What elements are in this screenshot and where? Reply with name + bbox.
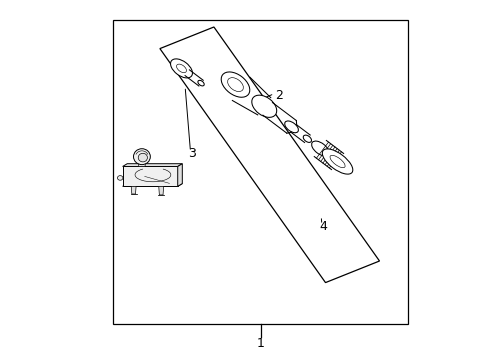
Bar xyxy=(113,20,407,324)
Ellipse shape xyxy=(328,154,346,169)
Ellipse shape xyxy=(227,78,243,91)
Text: 1: 1 xyxy=(256,337,264,350)
Ellipse shape xyxy=(176,64,186,73)
Ellipse shape xyxy=(138,153,147,162)
Polygon shape xyxy=(177,164,182,186)
Ellipse shape xyxy=(322,149,352,174)
Ellipse shape xyxy=(251,95,276,117)
Polygon shape xyxy=(138,162,145,166)
Ellipse shape xyxy=(198,80,204,86)
Ellipse shape xyxy=(170,59,192,78)
Polygon shape xyxy=(160,27,379,283)
Ellipse shape xyxy=(117,176,122,180)
Polygon shape xyxy=(131,186,136,194)
Ellipse shape xyxy=(221,72,249,97)
Ellipse shape xyxy=(133,149,150,165)
Ellipse shape xyxy=(303,135,311,143)
Polygon shape xyxy=(159,186,163,195)
Text: 2: 2 xyxy=(274,89,282,102)
Ellipse shape xyxy=(329,156,345,168)
Text: 3: 3 xyxy=(188,147,196,159)
Text: 4: 4 xyxy=(319,220,327,233)
Polygon shape xyxy=(122,166,177,186)
Polygon shape xyxy=(122,164,182,166)
Ellipse shape xyxy=(284,121,298,133)
Ellipse shape xyxy=(311,141,328,156)
Polygon shape xyxy=(122,184,182,186)
